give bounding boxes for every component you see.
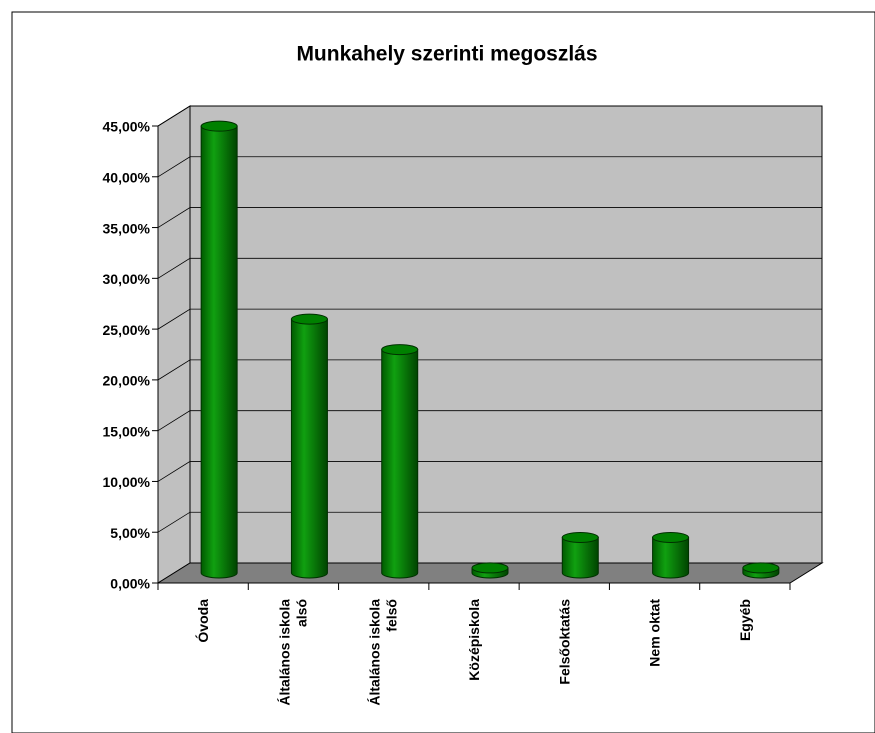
back-wall [189, 105, 823, 564]
bar-body [381, 349, 419, 579]
grid-line [157, 308, 822, 330]
x-tick-label-box: Nem oktat [646, 599, 663, 667]
x-tick-label-box: Felsőoktatás [555, 599, 572, 685]
grid-line [157, 105, 822, 127]
x-tick-label: Általános iskola felső [366, 599, 400, 706]
bar [200, 120, 238, 579]
x-tick-label: Egyéb [736, 599, 753, 642]
grid-line [157, 511, 822, 533]
bar [561, 531, 599, 579]
grid-line [157, 461, 822, 482]
y-tick-label: 10,00% [103, 474, 151, 490]
chart-title: Munkahely szerinti megoszlás [296, 43, 597, 66]
x-tick-label: Középiskola [465, 599, 482, 681]
x-tick-label: Általános iskola alsó [276, 599, 310, 706]
grid-line [157, 359, 822, 381]
bar-body [290, 318, 328, 579]
x-tick-label: Óvoda [194, 599, 211, 643]
bar-top [381, 344, 419, 356]
side-wall [157, 105, 191, 584]
bar-top [742, 562, 780, 574]
grid-line [157, 257, 822, 279]
bar [290, 313, 328, 579]
bar-top [290, 313, 328, 325]
bar-top [561, 531, 599, 543]
bar [381, 344, 419, 579]
bar-top [471, 562, 509, 574]
x-tick-label-box: Egyéb [736, 599, 753, 642]
x-tick-label-box: Középiskola [465, 599, 482, 681]
bar-top [200, 120, 238, 132]
bar-top [652, 531, 690, 543]
y-tick-label: 40,00% [103, 169, 151, 185]
y-tick-label: 0,00% [110, 576, 150, 592]
y-tick-label: 5,00% [110, 525, 150, 541]
x-tick-label-box: Óvoda [194, 599, 211, 643]
grid-line [157, 156, 822, 178]
grid-line [157, 207, 822, 228]
bar [471, 562, 509, 579]
y-tick-label: 45,00% [103, 119, 151, 135]
bar-body [652, 536, 690, 579]
bar [742, 562, 780, 579]
x-tick-label: Nem oktat [646, 599, 663, 667]
y-tick-label: 35,00% [103, 220, 151, 236]
bar-body [561, 536, 599, 579]
bar-body [200, 125, 238, 579]
y-tick-label: 15,00% [103, 423, 151, 439]
y-tick-label: 25,00% [103, 322, 151, 338]
grid-line [157, 410, 822, 432]
y-tick-label: 30,00% [103, 271, 151, 287]
x-tick-label: Felsőoktatás [555, 599, 572, 685]
bar [652, 531, 690, 579]
x-tick-label-box: Általános iskola alsó [276, 599, 310, 706]
x-tick-label-box: Általános iskola felső [366, 599, 400, 706]
y-tick-label: 20,00% [103, 373, 151, 389]
